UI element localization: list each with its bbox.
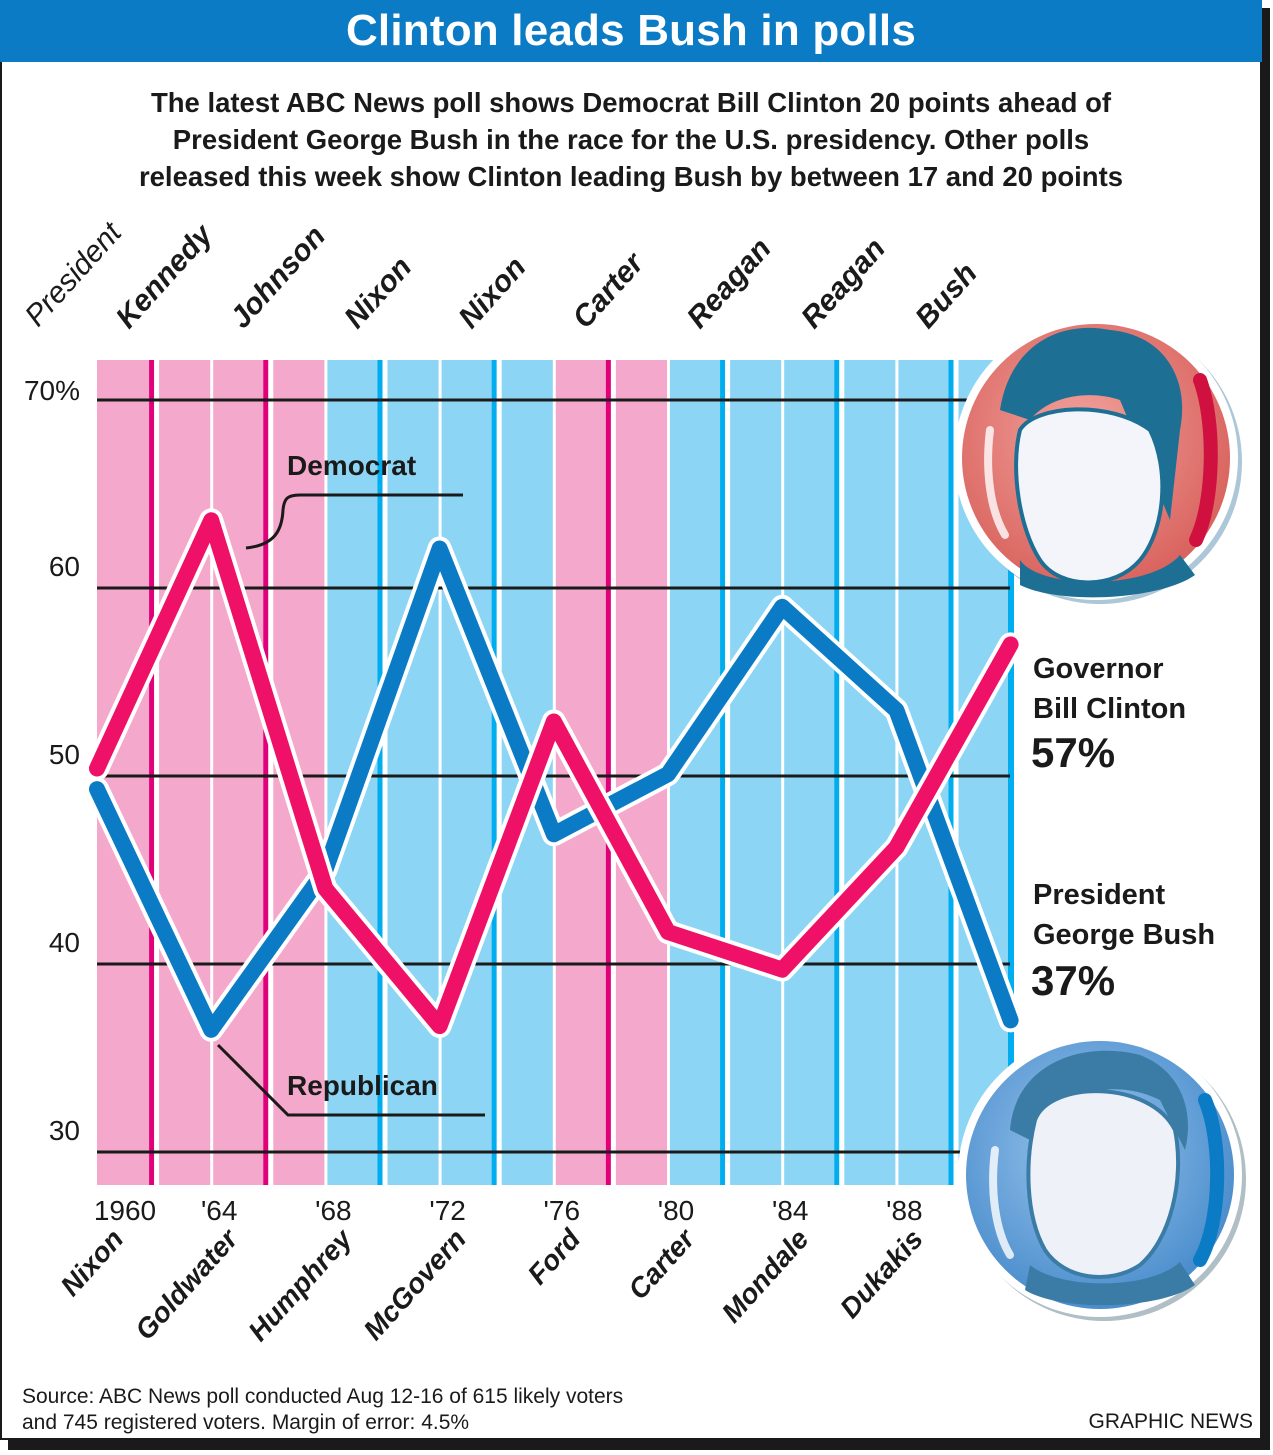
losing-candidate-label: Dukakis — [834, 1223, 929, 1324]
losing-candidate-label: Goldwater — [129, 1222, 245, 1346]
midterm-divider-highlight — [610, 360, 616, 1185]
democrat-leader-line — [245, 493, 463, 550]
bush-face-icon — [1026, 1089, 1181, 1279]
clinton-face-icon — [1014, 407, 1165, 585]
bush-portrait-badge — [958, 1033, 1246, 1321]
losing-candidate-label: Nixon — [54, 1223, 129, 1302]
source-line: and 745 registered voters. Margin of err… — [22, 1411, 470, 1434]
source-note: Source: ABC News poll conducted Aug 12-1… — [22, 1384, 623, 1436]
source-line: Source: ABC News poll conducted Aug 12-1… — [22, 1385, 624, 1408]
midterm-divider-highlight — [953, 360, 959, 1185]
midterm-divider-highlight — [154, 360, 160, 1185]
party-bands — [97, 360, 1014, 1185]
losing-candidate-label: Ford — [522, 1223, 587, 1291]
republican-series-label: Republican — [287, 1070, 438, 1101]
midterm-divider — [720, 360, 726, 1185]
x-tick-label: '64 — [201, 1195, 238, 1226]
subtitle-line: released this week show Clinton leading … — [138, 161, 1124, 192]
election-divider — [781, 360, 785, 1185]
bush-annotation: President George Bush 37% — [1031, 879, 1215, 1004]
clinton-hair-icon — [1000, 327, 1183, 520]
president-label: Johnson — [224, 220, 332, 335]
losing-candidate-label: Carter — [622, 1222, 702, 1306]
midterm-divider-highlight — [382, 360, 388, 1185]
x-tick-label: 1960 — [94, 1195, 156, 1226]
midterm-divider-highlight — [268, 360, 274, 1185]
midterm-divider-highlight — [496, 360, 502, 1185]
president-label: Reagan — [795, 232, 892, 335]
x-tick-label: '72 — [429, 1195, 466, 1226]
chart-title: Clinton leads Bush in polls — [345, 6, 917, 55]
election-divider — [552, 360, 556, 1185]
x-tick-label: '68 — [315, 1195, 352, 1226]
clinton-annotation: Governor Bill Clinton 57% — [1031, 653, 1186, 776]
midterm-divider — [834, 360, 840, 1185]
y-tick-label: 40 — [49, 927, 80, 958]
x-tick-label: '80 — [658, 1195, 695, 1226]
credit-label: GRAPHIC NEWS — [1088, 1410, 1253, 1433]
bush-title: President — [1033, 879, 1165, 911]
series-lines — [85, 508, 1023, 1042]
y-tick-label: 30 — [49, 1115, 80, 1146]
y-axis-ticks: 70% 60 50 40 30 — [24, 375, 80, 1146]
y-tick-label: 70% — [24, 375, 80, 406]
clinton-name: Bill Clinton — [1033, 693, 1186, 725]
subtitle-line: The latest ABC News poll shows Democrat … — [150, 87, 1112, 118]
midterm-divider — [605, 360, 611, 1185]
democrat-callout: Democrat — [245, 450, 463, 550]
president-label: Nixon — [338, 251, 418, 335]
bush-name: George Bush — [1033, 919, 1215, 951]
frame-shadow-right — [1262, 8, 1270, 1450]
bush-suit-icon — [1025, 1262, 1195, 1306]
series-line-democrat — [89, 512, 1019, 1035]
midterm-divider-highlight — [725, 360, 731, 1185]
losing-candidate-label: Mondale — [716, 1223, 815, 1328]
president-label: Bush — [909, 257, 984, 335]
plot-right-edge — [1008, 360, 1014, 1185]
election-divider — [324, 360, 328, 1185]
president-label: Reagan — [681, 232, 778, 335]
president-label: Nixon — [452, 251, 532, 335]
subtitle: The latest ABC News poll shows Democrat … — [20, 84, 1242, 195]
midterm-divider — [149, 360, 155, 1185]
republican-callout: Republican — [216, 1043, 485, 1117]
winning-presidents: President Kennedy Johnson Nixon Nixon Carter… — [19, 215, 984, 335]
gridlines — [97, 398, 1010, 1154]
election-divider — [438, 360, 442, 1185]
y-tick-label: 50 — [49, 739, 80, 770]
president-label: Kennedy — [110, 217, 220, 334]
election-divider — [895, 360, 899, 1185]
clinton-portrait-badge — [954, 316, 1242, 604]
clinton-title: Governor — [1033, 653, 1164, 685]
election-divider — [210, 360, 214, 1185]
midterm-divider-highlight — [839, 360, 845, 1185]
losing-candidate-label: McGovern — [357, 1223, 472, 1346]
bush-hair-icon — [1010, 1050, 1188, 1150]
losing-candidate-label: Humphrey — [242, 1222, 359, 1347]
midterm-divider — [377, 360, 383, 1185]
midterm-divider — [263, 360, 269, 1185]
frame-shadow-bottom — [8, 1440, 1270, 1450]
clinton-suit-icon — [1020, 555, 1195, 598]
y-tick-label: 60 — [49, 551, 80, 582]
democrat-series-label: Democrat — [287, 450, 416, 481]
title-bar: Clinton leads Bush in polls — [0, 0, 1262, 62]
clinton-percentage: 57% — [1031, 729, 1115, 776]
x-tick-label: '84 — [772, 1195, 809, 1226]
x-axis-ticks: 1960 '64 '68 '72 '76 '80 '84 '88 — [94, 1195, 923, 1226]
x-tick-label: '88 — [886, 1195, 923, 1226]
bush-percentage: 37% — [1031, 957, 1115, 1004]
republican-leader-line — [216, 1043, 485, 1117]
midterm-divider — [491, 360, 497, 1185]
x-tick-label: '76 — [544, 1195, 581, 1226]
president-label: Carter — [566, 245, 651, 334]
subtitle-line: President George Bush in the race for th… — [172, 124, 1090, 155]
series-line-republican — [89, 540, 1019, 1038]
